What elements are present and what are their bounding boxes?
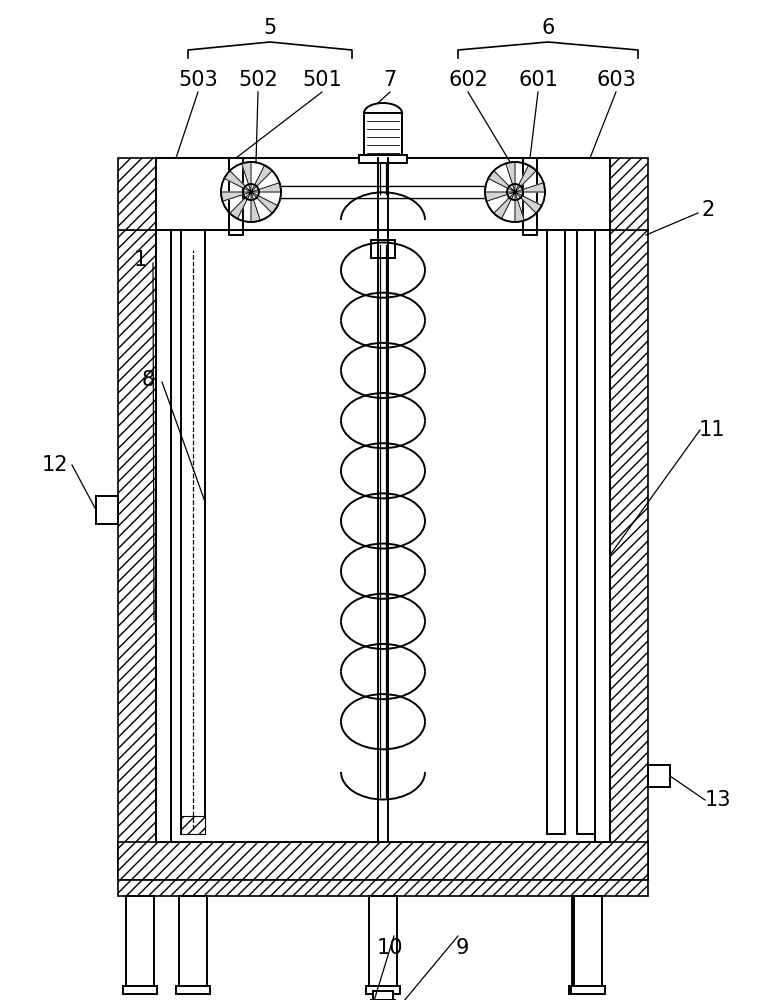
Text: 2: 2 (702, 200, 715, 220)
Polygon shape (515, 165, 536, 192)
Text: 503: 503 (178, 70, 218, 90)
Text: 13: 13 (705, 790, 732, 810)
Bar (572, 896, 600, 986)
Text: 1: 1 (133, 250, 146, 270)
Bar (648, 765, 670, 787)
Bar (366, 986, 400, 994)
Polygon shape (221, 192, 251, 201)
Bar (523, 158, 537, 235)
Bar (176, 986, 210, 994)
Bar (181, 230, 205, 834)
Bar (364, 113, 402, 158)
Text: 502: 502 (238, 70, 278, 90)
Bar (281, 186, 485, 198)
Polygon shape (494, 192, 515, 219)
Bar (229, 158, 243, 235)
Polygon shape (242, 162, 251, 192)
Polygon shape (506, 162, 515, 192)
Text: 601: 601 (518, 70, 558, 90)
Bar (610, 230, 648, 880)
Bar (171, 230, 595, 842)
Bar (569, 986, 603, 994)
Polygon shape (224, 171, 251, 192)
Bar (118, 158, 648, 230)
Polygon shape (515, 192, 542, 213)
Text: 9: 9 (455, 938, 469, 958)
Polygon shape (485, 192, 515, 201)
Bar (373, 991, 393, 1000)
Bar (371, 240, 395, 258)
Polygon shape (251, 192, 278, 213)
Bar (118, 842, 648, 880)
Bar (577, 230, 595, 834)
Bar (123, 986, 157, 994)
Bar (181, 816, 205, 834)
Polygon shape (251, 192, 260, 222)
Bar (118, 230, 156, 880)
Polygon shape (515, 192, 524, 222)
Bar (369, 896, 397, 986)
Bar (359, 155, 407, 163)
Bar (96, 496, 118, 524)
Bar (179, 896, 207, 986)
Bar (118, 880, 648, 896)
Text: 12: 12 (42, 455, 68, 475)
Text: 501: 501 (302, 70, 342, 90)
Bar (574, 896, 602, 986)
Text: 6: 6 (542, 18, 555, 38)
Polygon shape (251, 183, 281, 192)
Text: 11: 11 (699, 420, 725, 440)
Bar (156, 158, 610, 230)
Polygon shape (251, 165, 272, 192)
Text: 7: 7 (383, 70, 397, 90)
Bar (547, 230, 565, 834)
Bar (126, 896, 154, 986)
Text: 5: 5 (264, 18, 277, 38)
Polygon shape (488, 171, 515, 192)
Polygon shape (515, 183, 545, 192)
Polygon shape (230, 192, 251, 219)
Text: 8: 8 (142, 370, 155, 390)
Text: 603: 603 (596, 70, 636, 90)
Text: 602: 602 (448, 70, 488, 90)
Text: 10: 10 (377, 938, 403, 958)
Bar (571, 986, 605, 994)
